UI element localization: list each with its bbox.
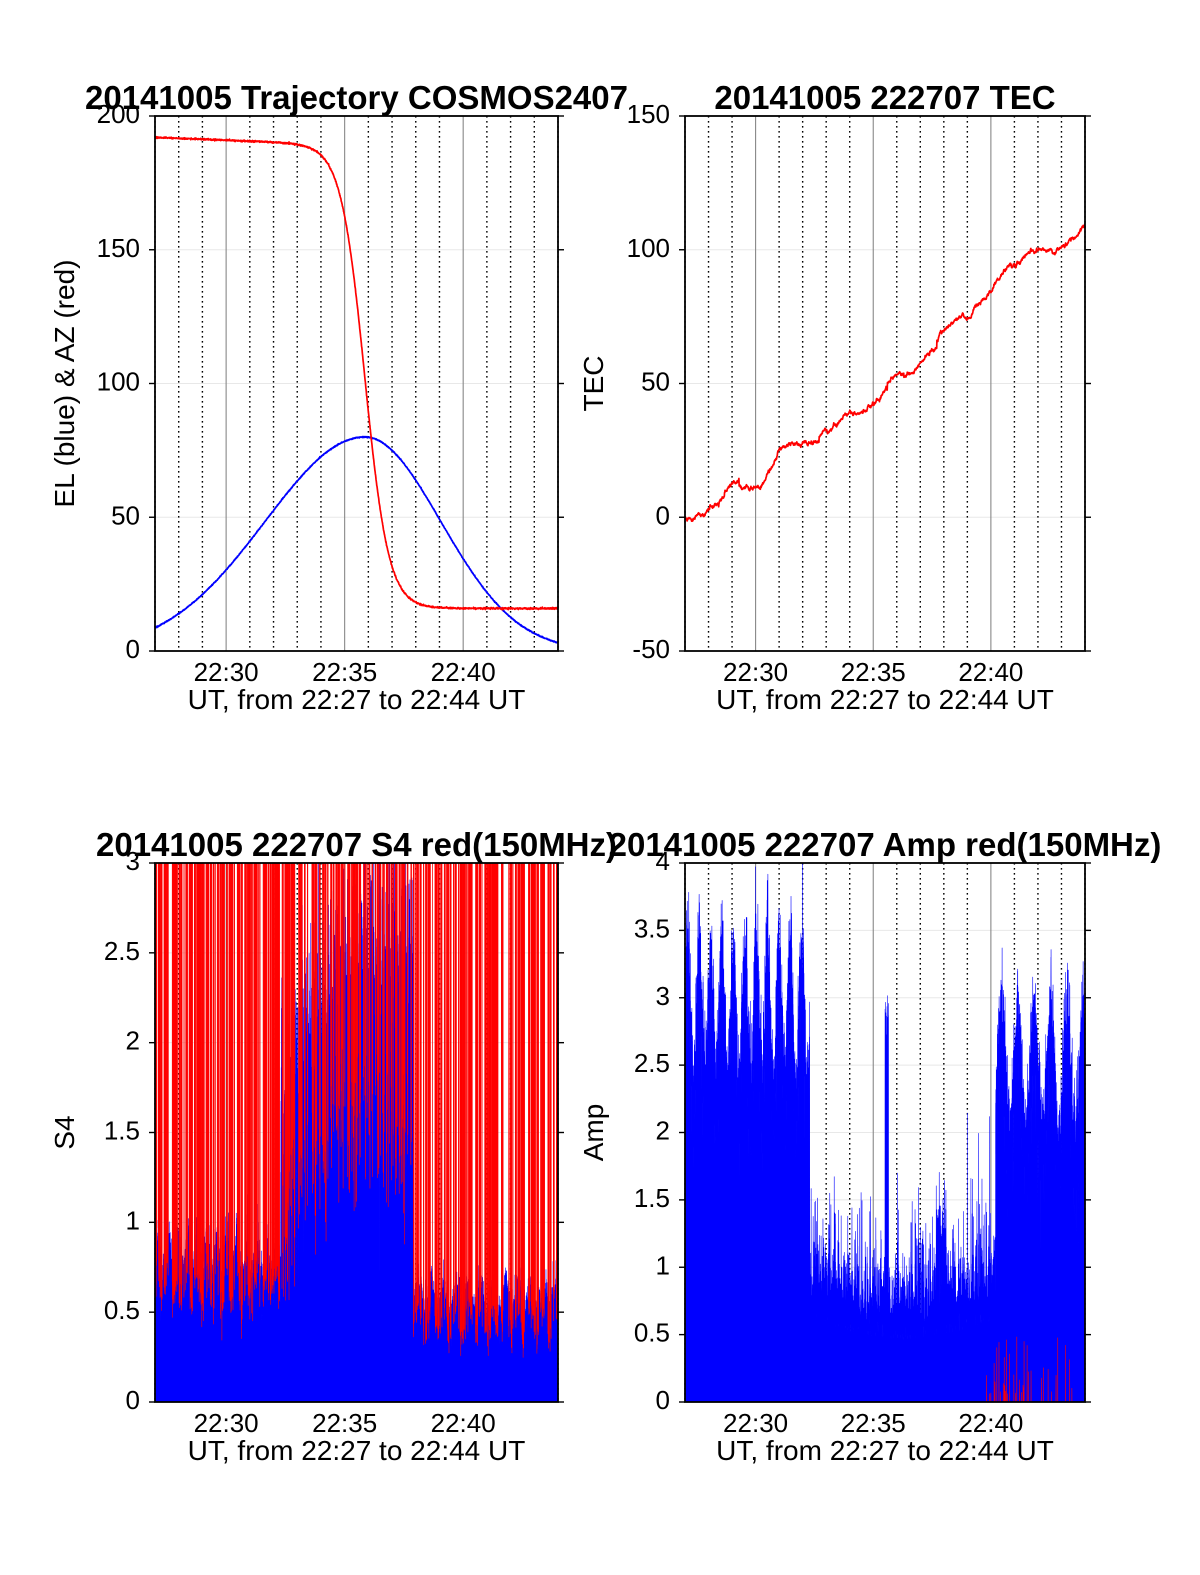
svg-text:S4: S4 bbox=[49, 1115, 80, 1149]
svg-text:UT, from 22:27 to 22:44 UT: UT, from 22:27 to 22:44 UT bbox=[716, 1435, 1054, 1466]
svg-text:20141005 222707 Amp red(150MHz: 20141005 222707 Amp red(150MHz) bbox=[609, 826, 1162, 863]
svg-text:0: 0 bbox=[126, 634, 140, 664]
svg-text:22:35: 22:35 bbox=[312, 1408, 377, 1438]
svg-text:UT, from 22:27 to 22:44 UT: UT, from 22:27 to 22:44 UT bbox=[716, 684, 1054, 715]
svg-text:22:40: 22:40 bbox=[958, 657, 1023, 687]
svg-text:20141005 222707 S4 red(150MHz): 20141005 222707 S4 red(150MHz) bbox=[96, 826, 617, 863]
svg-text:EL (blue) & AZ (red): EL (blue) & AZ (red) bbox=[49, 260, 80, 508]
svg-text:20141005 222707 TEC: 20141005 222707 TEC bbox=[714, 79, 1055, 116]
svg-text:Amp: Amp bbox=[578, 1104, 609, 1162]
svg-text:0: 0 bbox=[126, 1385, 140, 1415]
svg-text:TEC: TEC bbox=[578, 356, 609, 412]
svg-text:1: 1 bbox=[126, 1205, 140, 1235]
svg-text:150: 150 bbox=[97, 233, 140, 263]
svg-text:UT, from 22:27 to 22:44 UT: UT, from 22:27 to 22:44 UT bbox=[188, 1435, 526, 1466]
svg-text:20141005 Trajectory COSMOS2407: 20141005 Trajectory COSMOS2407 bbox=[85, 79, 628, 116]
svg-text:22:30: 22:30 bbox=[723, 657, 788, 687]
svg-text:22:35: 22:35 bbox=[841, 1408, 906, 1438]
svg-text:100: 100 bbox=[97, 367, 140, 397]
svg-text:22:35: 22:35 bbox=[312, 657, 377, 687]
svg-text:2: 2 bbox=[126, 1026, 140, 1056]
svg-text:UT, from 22:27 to 22:44 UT: UT, from 22:27 to 22:44 UT bbox=[188, 684, 526, 715]
svg-text:22:40: 22:40 bbox=[431, 657, 496, 687]
svg-text:2.5: 2.5 bbox=[104, 936, 140, 966]
svg-text:22:40: 22:40 bbox=[958, 1408, 1023, 1438]
svg-text:22:30: 22:30 bbox=[194, 657, 259, 687]
svg-text:50: 50 bbox=[111, 500, 140, 530]
svg-text:22:30: 22:30 bbox=[723, 1408, 788, 1438]
svg-text:22:35: 22:35 bbox=[841, 657, 906, 687]
svg-text:0.5: 0.5 bbox=[104, 1295, 140, 1325]
svg-text:22:40: 22:40 bbox=[431, 1408, 496, 1438]
svg-text:1.5: 1.5 bbox=[104, 1116, 140, 1146]
svg-text:22:30: 22:30 bbox=[194, 1408, 259, 1438]
